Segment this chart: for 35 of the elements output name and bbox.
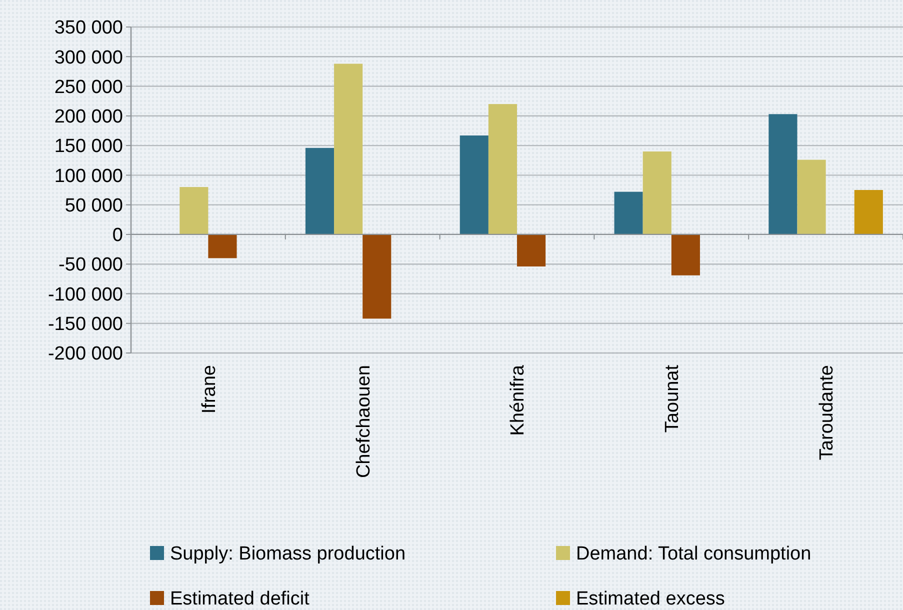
bar: [642, 151, 672, 234]
y-tick-label: 250 000: [54, 76, 123, 98]
bar: [362, 234, 392, 319]
y-tick-label: 150 000: [54, 136, 123, 158]
bar: [460, 135, 488, 234]
y-tick-label: 300 000: [54, 47, 123, 68]
x-tick-label: Ifrane: [198, 365, 220, 414]
legend-label: Estimated excess: [576, 588, 725, 610]
bar: [797, 160, 826, 234]
bar: [671, 234, 700, 276]
legend-label: Estimated deficit: [170, 588, 310, 610]
y-tick-label: -150 000: [48, 314, 123, 336]
y-tick-label: 100 000: [54, 166, 123, 187]
y-tick-label: 50 000: [64, 195, 123, 216]
y-tick-label: 350 000: [54, 18, 123, 39]
y-tick-label: -100 000: [48, 284, 123, 306]
legend-label: Demand: Total consumption: [576, 544, 812, 565]
bar: [334, 64, 363, 234]
bar: [488, 104, 517, 234]
y-tick-label: 200 000: [54, 106, 123, 128]
legend-label: Supply: Biomass production: [170, 544, 406, 565]
y-tick-label: -200 000: [48, 344, 123, 365]
y-tick-label: -50 000: [58, 254, 123, 276]
bar: [854, 190, 883, 234]
x-tick-label: Chefchaouen: [353, 365, 374, 478]
x-tick-label: Khénifra: [508, 364, 529, 436]
bar: [517, 234, 546, 266]
x-tick-label: Taounat: [662, 364, 684, 433]
bar: [614, 192, 643, 234]
bar: [305, 148, 334, 234]
y-tick-label: 0: [112, 225, 123, 246]
x-tick-label: Taroudante: [816, 365, 838, 460]
bar: [208, 234, 237, 258]
bar: [768, 114, 798, 234]
bar: [180, 187, 208, 234]
